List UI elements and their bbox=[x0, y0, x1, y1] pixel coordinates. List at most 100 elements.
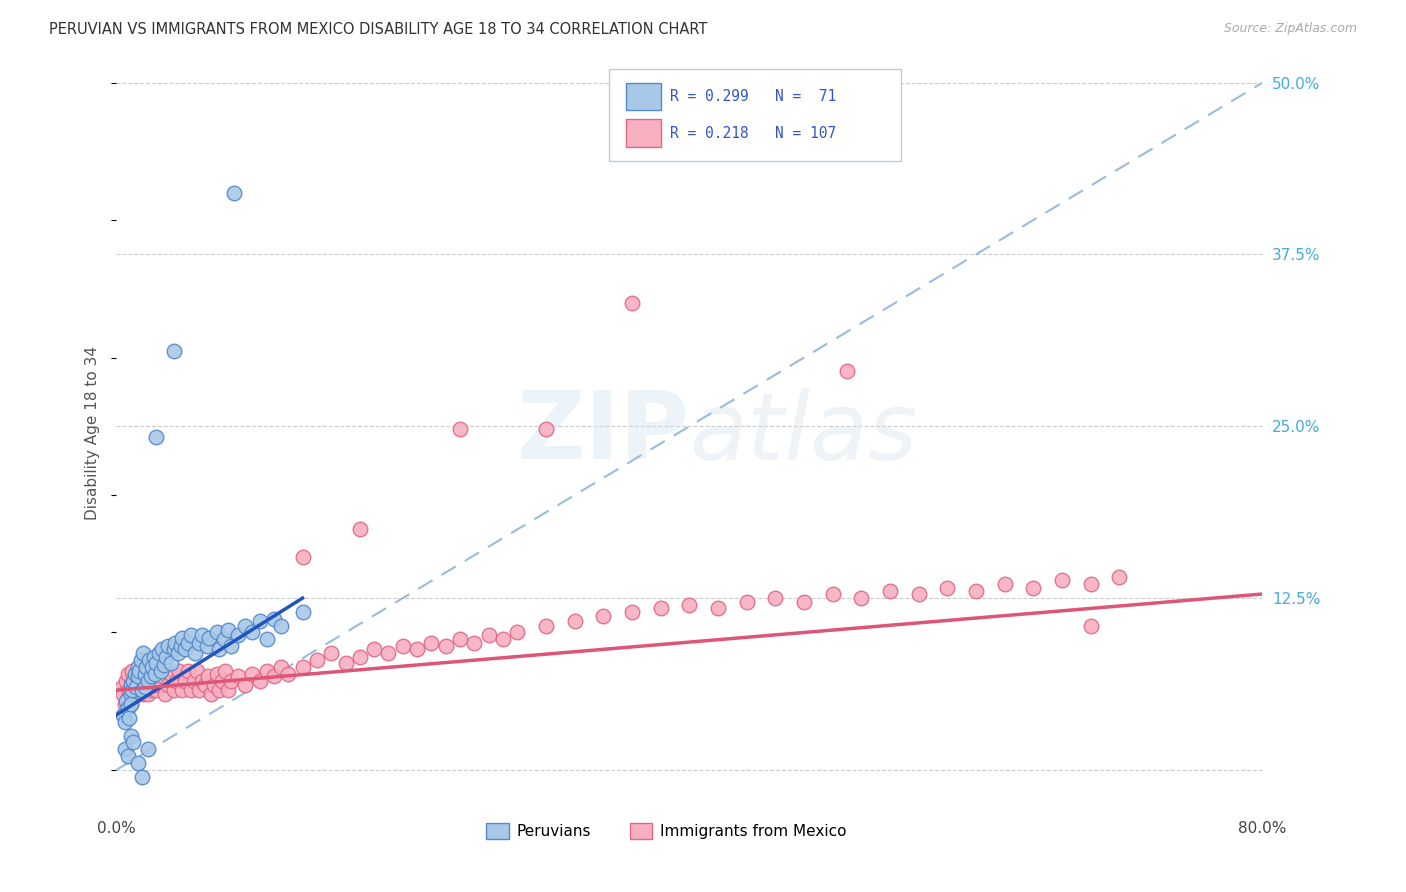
Point bbox=[112, 708, 135, 723]
Point bbox=[169, 664, 191, 678]
Point bbox=[167, 646, 190, 660]
Text: ZIP: ZIP bbox=[516, 387, 689, 479]
Point bbox=[270, 660, 292, 674]
Point bbox=[127, 756, 149, 770]
Point bbox=[142, 673, 165, 688]
Point bbox=[129, 683, 152, 698]
Point bbox=[156, 639, 179, 653]
Point bbox=[121, 664, 143, 678]
Point bbox=[120, 687, 142, 701]
Point bbox=[564, 615, 586, 629]
Point bbox=[111, 681, 134, 695]
Point bbox=[149, 664, 172, 678]
Point bbox=[129, 653, 152, 667]
Point bbox=[124, 666, 146, 681]
Point bbox=[172, 631, 194, 645]
Point bbox=[114, 714, 136, 729]
Point bbox=[534, 618, 557, 632]
Point bbox=[1022, 582, 1045, 596]
Point bbox=[291, 660, 314, 674]
Point bbox=[136, 742, 159, 756]
Point bbox=[1108, 570, 1130, 584]
Point bbox=[136, 673, 159, 688]
Point bbox=[194, 678, 217, 692]
Text: PERUVIAN VS IMMIGRANTS FROM MEXICO DISABILITY AGE 18 TO 34 CORRELATION CHART: PERUVIAN VS IMMIGRANTS FROM MEXICO DISAB… bbox=[49, 22, 707, 37]
Point bbox=[621, 295, 644, 310]
Point bbox=[202, 678, 225, 692]
Point bbox=[138, 678, 160, 692]
Point bbox=[117, 691, 139, 706]
Point bbox=[219, 639, 242, 653]
Point bbox=[127, 669, 149, 683]
Point bbox=[191, 628, 214, 642]
Point bbox=[174, 673, 197, 688]
Point bbox=[177, 664, 200, 678]
Point bbox=[406, 642, 429, 657]
Point bbox=[321, 646, 343, 660]
Point bbox=[335, 656, 357, 670]
Point bbox=[650, 600, 672, 615]
Point bbox=[172, 683, 194, 698]
Point bbox=[506, 625, 529, 640]
Point bbox=[122, 687, 145, 701]
Point bbox=[291, 549, 314, 564]
Point bbox=[150, 642, 173, 657]
Point bbox=[162, 642, 184, 657]
Point bbox=[186, 664, 208, 678]
Point bbox=[534, 422, 557, 436]
Point bbox=[128, 664, 150, 678]
Point bbox=[118, 711, 141, 725]
Point bbox=[120, 678, 142, 692]
Point bbox=[226, 628, 249, 642]
Point bbox=[115, 694, 138, 708]
Point bbox=[127, 687, 149, 701]
Point bbox=[150, 669, 173, 683]
Point bbox=[165, 673, 187, 688]
Point bbox=[148, 678, 170, 692]
Point bbox=[222, 186, 245, 200]
Point bbox=[263, 669, 285, 683]
Point bbox=[377, 646, 399, 660]
Point bbox=[145, 430, 167, 444]
Point bbox=[249, 615, 271, 629]
Point bbox=[183, 673, 205, 688]
Point bbox=[132, 687, 155, 701]
Point bbox=[117, 666, 139, 681]
Point bbox=[124, 683, 146, 698]
Point bbox=[214, 664, 236, 678]
Point bbox=[117, 749, 139, 764]
Point bbox=[152, 658, 174, 673]
Point bbox=[120, 729, 142, 743]
Point bbox=[198, 631, 221, 645]
Point bbox=[162, 683, 184, 698]
Point bbox=[217, 683, 239, 698]
Point bbox=[143, 664, 166, 678]
Point bbox=[184, 646, 207, 660]
Bar bbox=[626, 120, 661, 146]
Point bbox=[821, 587, 844, 601]
Bar bbox=[626, 83, 661, 111]
Point bbox=[349, 522, 371, 536]
Point bbox=[127, 678, 149, 692]
Point bbox=[115, 673, 138, 688]
Point bbox=[138, 653, 160, 667]
Point bbox=[125, 681, 148, 695]
Legend: Peruvians, Immigrants from Mexico: Peruvians, Immigrants from Mexico bbox=[481, 817, 852, 845]
Point bbox=[349, 650, 371, 665]
Point bbox=[492, 632, 515, 647]
Point bbox=[120, 697, 142, 711]
Y-axis label: Disability Age 18 to 34: Disability Age 18 to 34 bbox=[86, 346, 100, 520]
Point bbox=[205, 666, 228, 681]
Point bbox=[449, 632, 471, 647]
Point bbox=[136, 687, 159, 701]
Point bbox=[219, 673, 242, 688]
Point bbox=[155, 650, 177, 665]
Point bbox=[392, 639, 415, 653]
Point bbox=[127, 660, 149, 674]
Text: Source: ZipAtlas.com: Source: ZipAtlas.com bbox=[1223, 22, 1357, 36]
Point bbox=[277, 666, 299, 681]
Point bbox=[993, 577, 1015, 591]
Point bbox=[200, 687, 222, 701]
Point bbox=[170, 639, 193, 653]
Point bbox=[141, 683, 163, 698]
